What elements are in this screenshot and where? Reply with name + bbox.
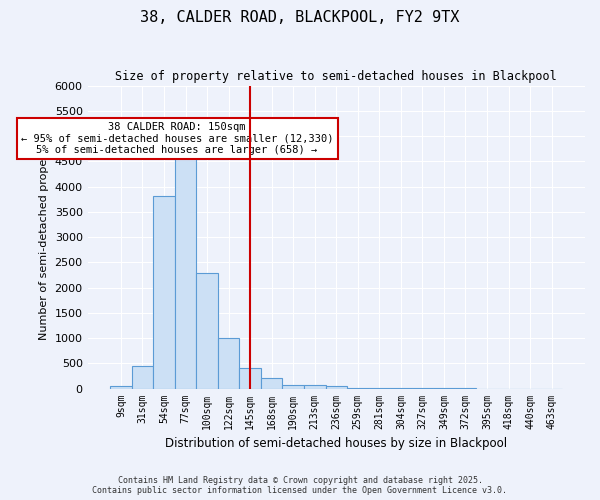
Bar <box>304 385 326 388</box>
Bar <box>131 366 153 388</box>
Text: 38 CALDER ROAD: 150sqm
← 95% of semi-detached houses are smaller (12,330)
5% of : 38 CALDER ROAD: 150sqm ← 95% of semi-det… <box>21 122 334 155</box>
Bar <box>175 152 196 388</box>
Y-axis label: Number of semi-detached properties: Number of semi-detached properties <box>39 134 49 340</box>
Bar <box>283 384 304 388</box>
Bar <box>196 274 218 388</box>
Bar <box>239 368 261 388</box>
Title: Size of property relative to semi-detached houses in Blackpool: Size of property relative to semi-detach… <box>115 70 557 83</box>
X-axis label: Distribution of semi-detached houses by size in Blackpool: Distribution of semi-detached houses by … <box>165 437 508 450</box>
Text: 38, CALDER ROAD, BLACKPOOL, FY2 9TX: 38, CALDER ROAD, BLACKPOOL, FY2 9TX <box>140 10 460 25</box>
Bar <box>153 196 175 388</box>
Bar <box>326 386 347 388</box>
Bar <box>218 338 239 388</box>
Bar <box>110 386 131 388</box>
Text: Contains HM Land Registry data © Crown copyright and database right 2025.
Contai: Contains HM Land Registry data © Crown c… <box>92 476 508 495</box>
Bar <box>261 378 283 388</box>
